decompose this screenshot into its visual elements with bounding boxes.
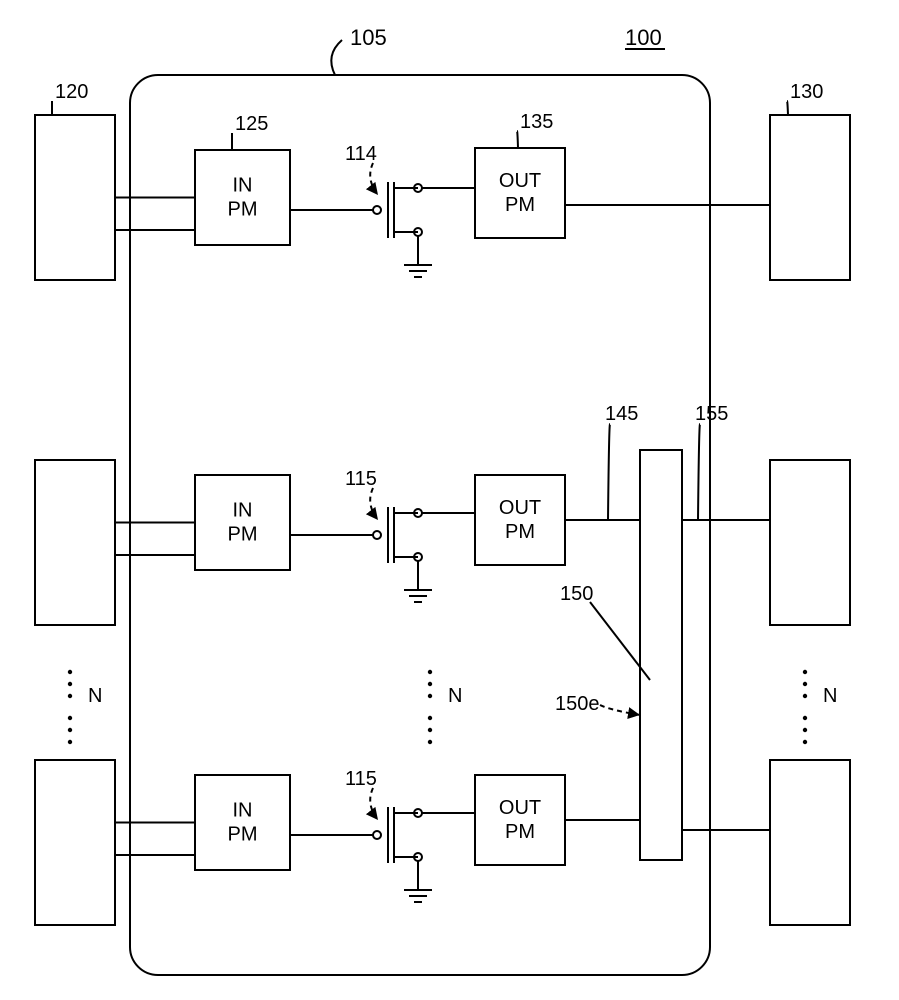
out-pm-label2-2: PM [505,821,535,843]
in-pm-label2-2: PM [228,824,258,846]
right-port-1 [770,460,850,625]
ellipsis-dot2-0-2 [68,740,72,744]
ellipsis-N-0: N [88,685,102,707]
ellipsis-dot2-1-1 [428,728,432,732]
in-pm-box-2 [195,775,290,870]
leader-135 [517,131,518,148]
ref-150e: 150e [555,693,600,715]
ref-135: 135 [520,111,553,133]
ellipsis-dot-1-2 [428,694,432,698]
ellipsis-dot-1-0 [428,670,432,674]
ellipsis-dot2-0-1 [68,728,72,732]
ref-115-2: 115 [345,768,377,790]
ellipsis-N-1: N [448,685,462,707]
ref-120: 120 [55,81,88,103]
out-pm-box-0 [475,148,565,238]
right-port-0 [770,115,850,280]
in-pm-label1-2: IN [233,800,253,822]
in-pm-label1-1: IN [233,500,253,522]
out-pm-box-1 [475,475,565,565]
left-port-0 [35,115,115,280]
ellipsis-dot2-2-1 [803,728,807,732]
main-ref: 105 [350,25,387,50]
ellipsis-dot2-0-0 [68,716,72,720]
ellipsis-dot2-2-2 [803,740,807,744]
ellipsis-dot2-1-0 [428,716,432,720]
in-pm-box-0 [195,150,290,245]
ref-125: 125 [235,113,268,135]
ref-155: 155 [695,403,728,425]
combiner-box [640,450,682,860]
out-pm-label1-2: OUT [499,797,541,819]
in-pm-label2-0: PM [228,199,258,221]
leader-130 [787,101,788,115]
in-pm-box-1 [195,475,290,570]
out-pm-label2-1: PM [505,521,535,543]
left-port-1 [35,460,115,625]
ref-130: 130 [790,81,823,103]
out-pm-label2-0: PM [505,194,535,216]
out-pm-box-2 [475,775,565,865]
ellipsis-dot-2-2 [803,694,807,698]
right-port-2 [770,760,850,925]
ellipsis-dot-1-1 [428,682,432,686]
ref-114-0: 114 [345,143,377,165]
ellipsis-dot2-1-2 [428,740,432,744]
figure-ref: 100 [625,25,662,50]
ellipsis-N-2: N [823,685,837,707]
out-pm-label1-0: OUT [499,170,541,192]
ref-115-1: 115 [345,468,377,490]
ellipsis-dot-0-2 [68,694,72,698]
ref-150: 150 [560,583,593,605]
ellipsis-dot-0-1 [68,682,72,686]
in-pm-label2-1: PM [228,524,258,546]
ref-145: 145 [605,403,638,425]
ellipsis-dot-2-0 [803,670,807,674]
left-port-2 [35,760,115,925]
out-pm-label1-1: OUT [499,497,541,519]
ellipsis-dot-0-0 [68,670,72,674]
ellipsis-dot2-2-0 [803,716,807,720]
in-pm-label1-0: IN [233,175,253,197]
ellipsis-dot-2-1 [803,682,807,686]
